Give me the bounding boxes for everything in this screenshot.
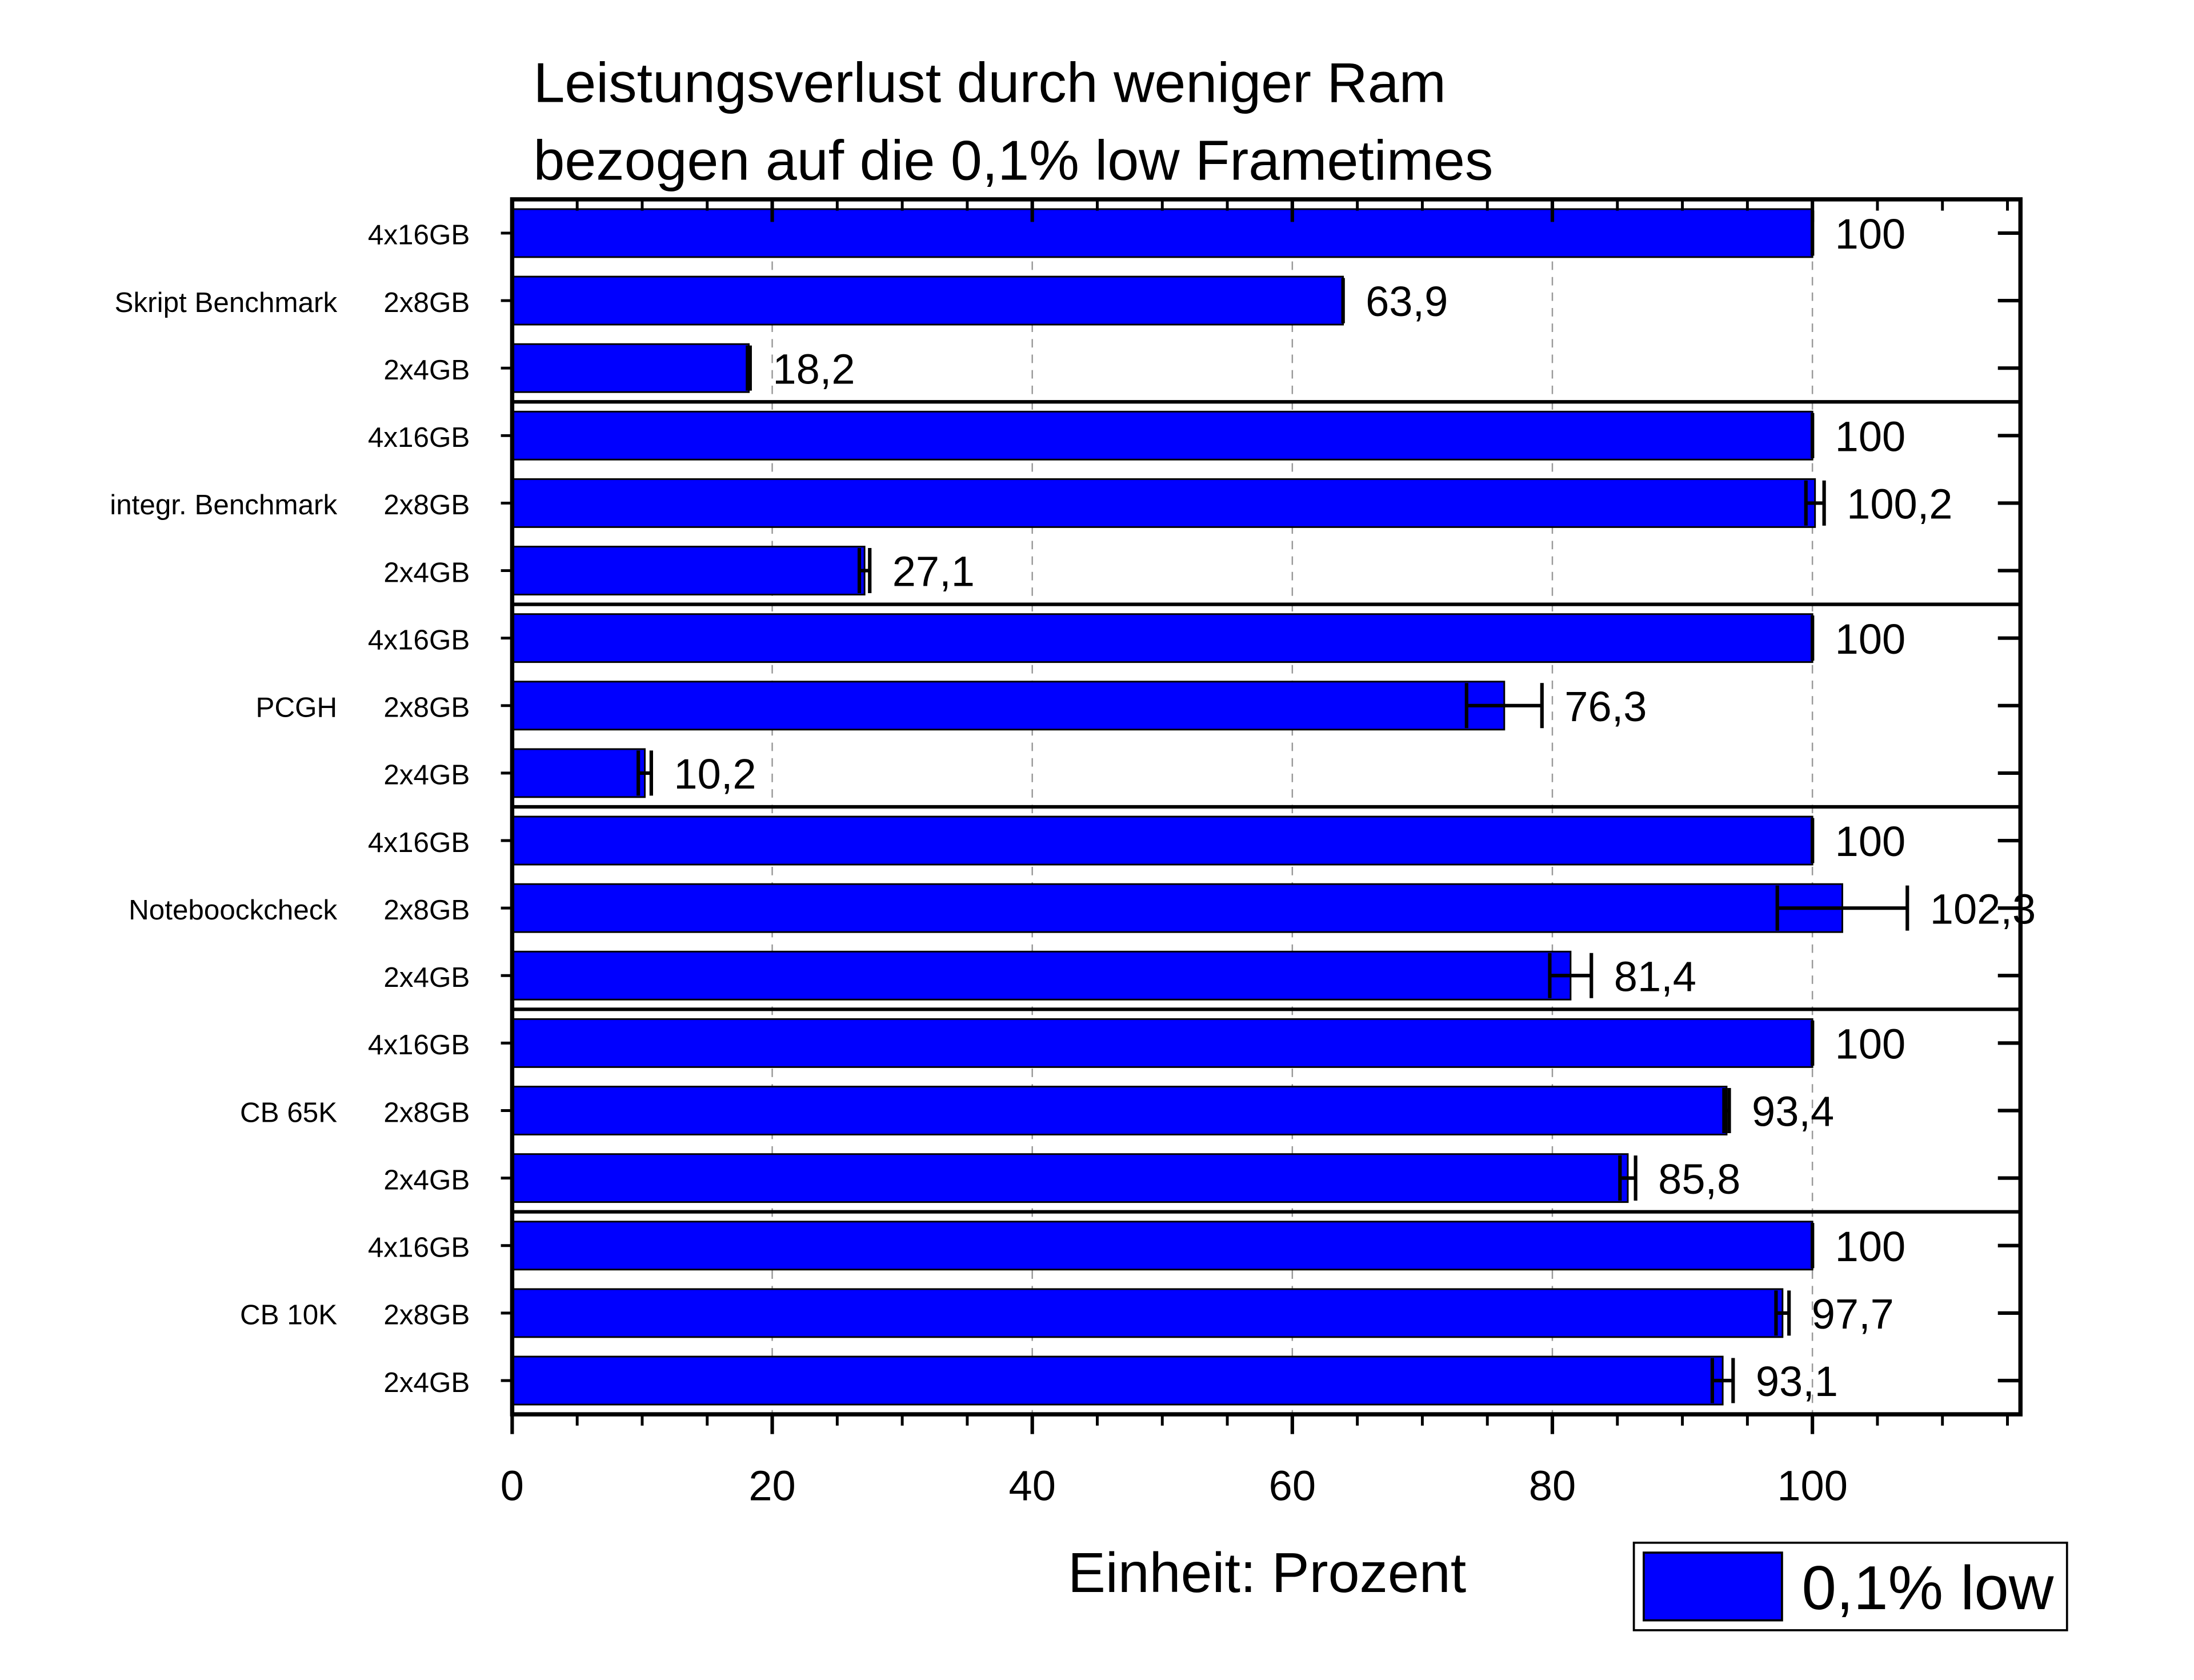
data-label: 100,2 xyxy=(1847,481,1952,528)
y-tick-label: 4x16GB xyxy=(368,1029,470,1061)
y-tick-label: 2x4GB xyxy=(383,1164,470,1195)
y-tick-label: 4x16GB xyxy=(368,422,470,453)
data-label: 18,2 xyxy=(772,345,855,393)
y-tick-label: 4x16GB xyxy=(368,827,470,858)
data-label: 100 xyxy=(1835,1223,1906,1270)
x-tick-label: 80 xyxy=(1529,1462,1576,1510)
legend-label: 0,1% low xyxy=(1801,1554,2053,1623)
bar xyxy=(511,1221,1813,1271)
data-label: 93,1 xyxy=(1756,1358,1838,1405)
y-tick-label: 2x8GB xyxy=(383,1097,470,1128)
bar xyxy=(511,1355,1724,1406)
bar xyxy=(511,1153,1629,1203)
data-label: 100 xyxy=(1835,1021,1906,1068)
y-tick-label: 4x16GB xyxy=(368,1232,470,1263)
data-label: 85,8 xyxy=(1658,1155,1740,1203)
bar xyxy=(511,478,1816,528)
data-label: 27,1 xyxy=(892,548,975,595)
x-tick-label: 0 xyxy=(501,1462,524,1510)
data-label: 76,3 xyxy=(1564,683,1647,730)
legend: 0,1% low xyxy=(1632,1541,2068,1631)
y-tick-label: 2x4GB xyxy=(383,557,470,588)
chart-title-line-2: bezogen auf die 0,1% low Frametimes xyxy=(533,129,1493,191)
data-label: 97,7 xyxy=(1812,1290,1894,1338)
legend-swatch xyxy=(1643,1551,1783,1622)
bar xyxy=(511,815,1813,866)
y-tick-label: 2x4GB xyxy=(383,1367,470,1398)
group-label: PCGH xyxy=(256,692,338,723)
bar xyxy=(511,748,646,798)
bar xyxy=(511,950,1572,1001)
group-label: integr. Benchmark xyxy=(110,489,337,521)
bar xyxy=(511,613,1813,663)
y-tick-label: 4x16GB xyxy=(368,624,470,655)
group-label: Skript Benchmark xyxy=(115,287,338,318)
bars: 10063,918,2100100,227,110076,310,2100102… xyxy=(511,208,2036,1406)
bar xyxy=(511,343,750,393)
bar xyxy=(511,681,1506,731)
y-tick-label: 2x4GB xyxy=(383,759,470,791)
bar xyxy=(511,546,866,596)
x-tick-label: 60 xyxy=(1269,1462,1316,1510)
group-label: CB 65K xyxy=(240,1097,337,1128)
bar xyxy=(511,410,1813,461)
bar xyxy=(511,275,1344,326)
bar xyxy=(511,208,1813,258)
x-tick-label: 20 xyxy=(748,1462,795,1510)
chart-title-line-1: Leistungsverlust durch weniger Ram xyxy=(533,51,1446,114)
data-label: 93,4 xyxy=(1752,1088,1834,1135)
bar xyxy=(511,1018,1813,1068)
y-tick-label: 4x16GB xyxy=(368,219,470,251)
data-label: 10,2 xyxy=(674,750,756,798)
y-tick-label: 2x8GB xyxy=(383,489,470,521)
axes: 0 20 40 60 80 100 4x16GB 2x8GB Skript Benchmark 2… xyxy=(110,197,2023,1510)
plot-frame xyxy=(510,197,2023,1417)
y-tick-label: 2x8GB xyxy=(383,692,470,723)
x-tick-label: 100 xyxy=(1777,1462,1848,1510)
x-tick-label: 40 xyxy=(1009,1462,1056,1510)
bar xyxy=(511,883,1843,933)
y-tick-label: 2x8GB xyxy=(383,1299,470,1331)
data-label: 81,4 xyxy=(1614,953,1696,1000)
data-label: 100 xyxy=(1835,818,1906,865)
y-tick-label: 2x4GB xyxy=(383,962,470,993)
y-tick-label: 2x8GB xyxy=(383,287,470,318)
y-tick-label: 2x4GB xyxy=(383,354,470,386)
bar xyxy=(511,1288,1784,1338)
group-label: Noteboockcheck xyxy=(129,894,337,926)
group-label: CB 10K xyxy=(240,1299,337,1331)
y-tick-label: 2x8GB xyxy=(383,894,470,926)
data-label: 100 xyxy=(1835,615,1906,663)
data-label: 63,9 xyxy=(1366,278,1448,325)
bar xyxy=(511,1086,1728,1135)
x-axis-label: Einheit: Prozent xyxy=(1068,1541,1466,1604)
data-label: 100 xyxy=(1835,210,1906,258)
data-label: 100 xyxy=(1835,413,1906,460)
